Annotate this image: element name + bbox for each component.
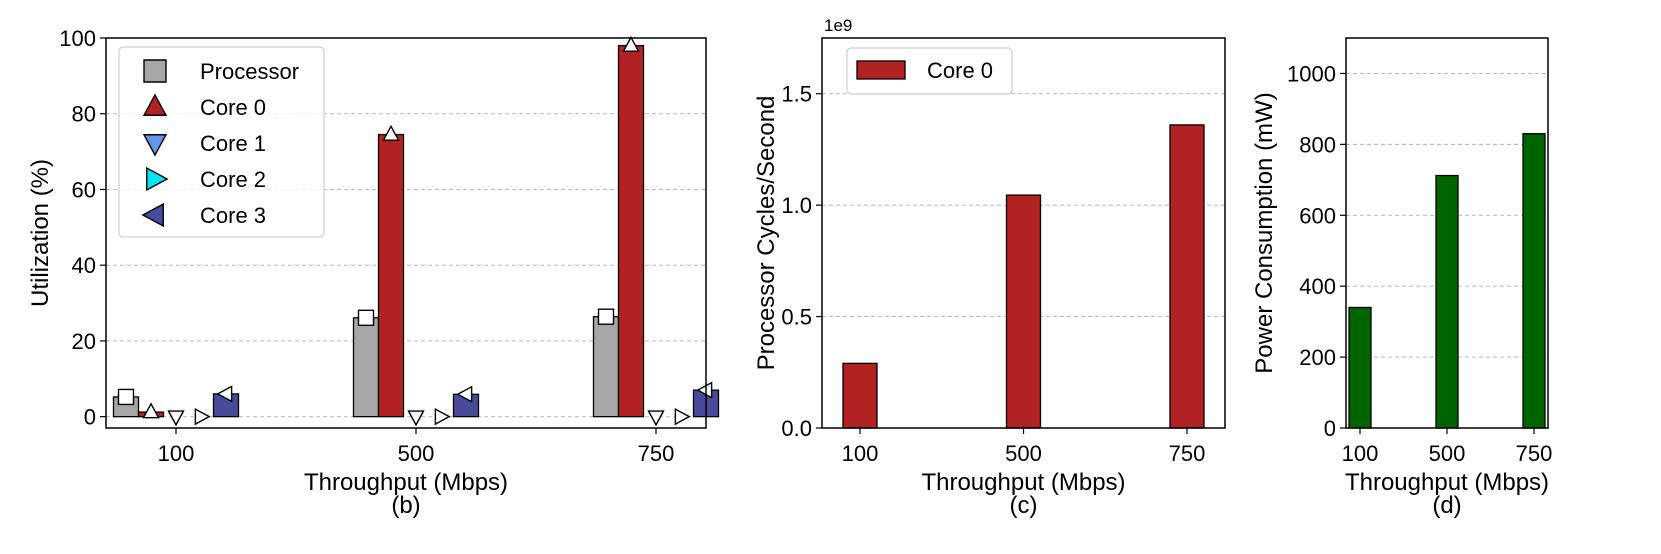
- y-tick-label: 1.0: [781, 193, 812, 218]
- bar-marker: [142, 402, 160, 419]
- x-tick-label: 100: [1342, 441, 1379, 466]
- y-axis-label: Utilization (%): [27, 159, 54, 307]
- bar: [1522, 133, 1546, 429]
- bar-marker: [194, 407, 211, 426]
- legend-marker: [142, 93, 168, 116]
- x-axis-label: Throughput (Mbps): [1345, 469, 1549, 496]
- bar-marker: [407, 410, 425, 427]
- bar-marker: [434, 407, 451, 426]
- y-tick-label: 0.5: [781, 305, 812, 330]
- legend-marker: [142, 134, 168, 157]
- bar: [1348, 306, 1372, 429]
- x-tick-label: 750: [638, 441, 675, 466]
- y-tick-label: 0.0: [781, 416, 812, 441]
- legend: Core 0: [846, 47, 1013, 95]
- bar-marker: [456, 385, 473, 403]
- y-tick-label: 1.5: [781, 82, 812, 107]
- legend-label: Core 1: [200, 131, 266, 156]
- bar-marker: [674, 407, 691, 426]
- bar: [592, 316, 620, 418]
- y-axis-label: Power Consumption (mW): [1251, 92, 1278, 373]
- bar-marker: [357, 309, 375, 327]
- y-tick-label: 60: [72, 177, 96, 202]
- caption-d: (d): [1432, 492, 1461, 519]
- caption-b: (b): [391, 492, 420, 519]
- axis-offset-label: 1e9: [824, 16, 852, 35]
- x-tick-label: 500: [1005, 441, 1042, 466]
- legend-label: Core 3: [200, 203, 266, 228]
- bar-marker: [117, 388, 135, 406]
- x-axis-ticks: 100 500 750: [158, 428, 675, 466]
- bar-marker: [597, 308, 615, 325]
- y-axis-ticks: 0 20 40 60 80 100: [59, 26, 106, 430]
- plot-frame: [105, 37, 707, 429]
- y-tick-label: 400: [1299, 274, 1336, 299]
- x-tick-label: 750: [1169, 441, 1206, 466]
- y-axis-ticks: 0 200 400 600 800 1000: [1287, 61, 1346, 441]
- bar-marker: [622, 35, 640, 52]
- bar: [352, 317, 380, 418]
- y-tick-label: 40: [72, 253, 96, 278]
- legend-label: Core 0: [200, 95, 266, 120]
- x-axis-label: Throughput (Mbps): [304, 469, 508, 496]
- processor-cycles-chart: 0.0 0.5 1.0 1.5 100 500 750 1e9 Processor Cyc…: [753, 16, 1226, 519]
- bar: [1005, 194, 1042, 429]
- legend-marker: [146, 166, 169, 192]
- legend-box: [846, 47, 1013, 95]
- legend-label: Core 2: [200, 167, 266, 192]
- x-tick-label: 500: [1429, 441, 1466, 466]
- y-tick-label: 20: [72, 329, 96, 354]
- power-consumption-chart: 0 200 400 600 800 1000 100 500 750 Power Consum…: [1251, 37, 1553, 519]
- x-tick-label: 750: [1516, 441, 1553, 466]
- x-tick-label: 100: [158, 441, 195, 466]
- legend: Processor Core 0 Core 1 Core 2 Core 3: [118, 46, 325, 238]
- x-axis-ticks: 100 500 750: [842, 428, 1206, 466]
- x-axis-ticks: 100 500 750: [1342, 428, 1553, 466]
- bar-marker: [696, 381, 713, 399]
- utilization-chart: 0 20 40 60 80 100 100 500 750 Utilization (%) T…: [27, 26, 720, 519]
- bar: [377, 133, 405, 418]
- y-tick-label: 100: [59, 26, 96, 51]
- y-tick-label: 0: [84, 405, 96, 430]
- bar: [1435, 174, 1459, 429]
- legend-label: Processor: [200, 59, 299, 84]
- x-tick-label: 100: [842, 441, 879, 466]
- bars: [1348, 133, 1546, 429]
- y-tick-label: 200: [1299, 345, 1336, 370]
- legend-marker: [143, 59, 167, 83]
- y-tick-label: 800: [1299, 132, 1336, 157]
- x-tick-label: 500: [398, 441, 435, 466]
- bar-marker: [647, 410, 665, 427]
- bar: [842, 362, 878, 429]
- legend-marker: [141, 202, 164, 228]
- bars: [112, 44, 720, 418]
- bar: [617, 44, 645, 418]
- bar-markers: [117, 35, 713, 427]
- bars: [842, 124, 1205, 429]
- y-tick-label: 80: [72, 102, 96, 127]
- y-axis-label: Processor Cycles/Second: [753, 96, 780, 371]
- legend-swatch: [856, 60, 906, 80]
- y-tick-label: 600: [1299, 203, 1336, 228]
- y-tick-label: 0: [1324, 416, 1336, 441]
- bar-marker: [382, 124, 400, 141]
- x-axis-label: Throughput (Mbps): [921, 469, 1125, 496]
- bar-marker: [216, 385, 233, 403]
- caption-c: (c): [1010, 492, 1038, 519]
- y-axis-ticks: 0.0 0.5 1.0 1.5: [781, 82, 822, 441]
- y-tick-label: 1000: [1287, 61, 1336, 86]
- legend-box: [118, 46, 325, 238]
- bar-marker: [167, 410, 185, 427]
- bar: [1169, 124, 1205, 429]
- legend-label: Core 0: [927, 58, 993, 83]
